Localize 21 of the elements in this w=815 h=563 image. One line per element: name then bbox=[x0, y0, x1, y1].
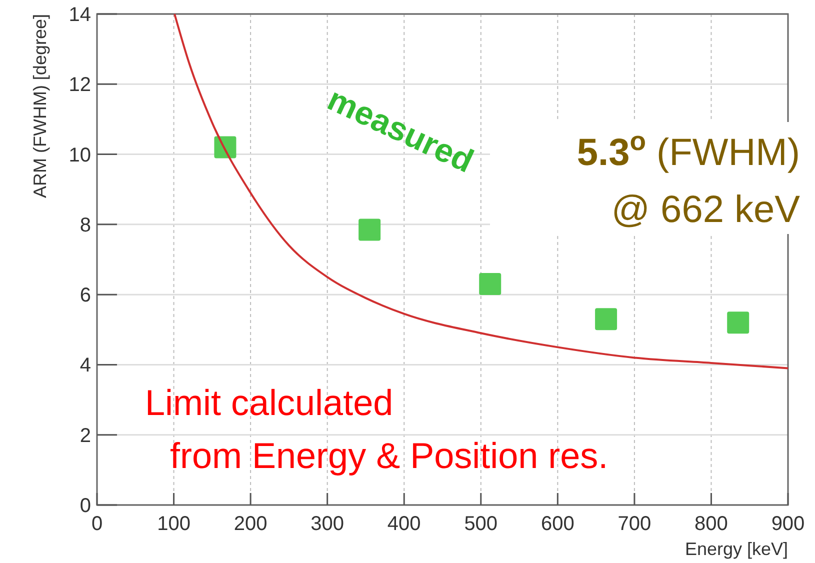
x-tick-label: 700 bbox=[618, 513, 652, 535]
x-tick-label: 900 bbox=[771, 513, 805, 535]
x-axis-title: Energy [keV] bbox=[684, 539, 788, 559]
y-tick-label: 8 bbox=[80, 214, 91, 236]
x-tick-label: 400 bbox=[387, 513, 421, 535]
y-tick-label: 0 bbox=[80, 495, 91, 517]
x-tick-label: 600 bbox=[540, 513, 574, 535]
y-tick-label: 12 bbox=[68, 74, 91, 96]
y-tick-label: 2 bbox=[80, 424, 91, 447]
annotation: 5.3$^{o}$ (FWHM) @ 662 keV bbox=[576, 126, 801, 231]
y-tick-label: 14 bbox=[68, 4, 91, 26]
x-tick-label: 100 bbox=[157, 513, 190, 535]
y-tick-label: 4 bbox=[80, 354, 91, 377]
x-tick-label: 300 bbox=[310, 513, 344, 535]
y-axis-title: ARM (FWHM) [degree] bbox=[30, 14, 50, 198]
y-tick-label: 10 bbox=[68, 144, 91, 166]
x-tick-label: 500 bbox=[464, 513, 498, 535]
series-label: Limit calculated from Energy & Position res. bbox=[145, 382, 608, 476]
x-tick-label: 800 bbox=[694, 513, 728, 535]
x-tick-label: 200 bbox=[234, 513, 268, 535]
y-tick-label: 6 bbox=[80, 284, 91, 307]
